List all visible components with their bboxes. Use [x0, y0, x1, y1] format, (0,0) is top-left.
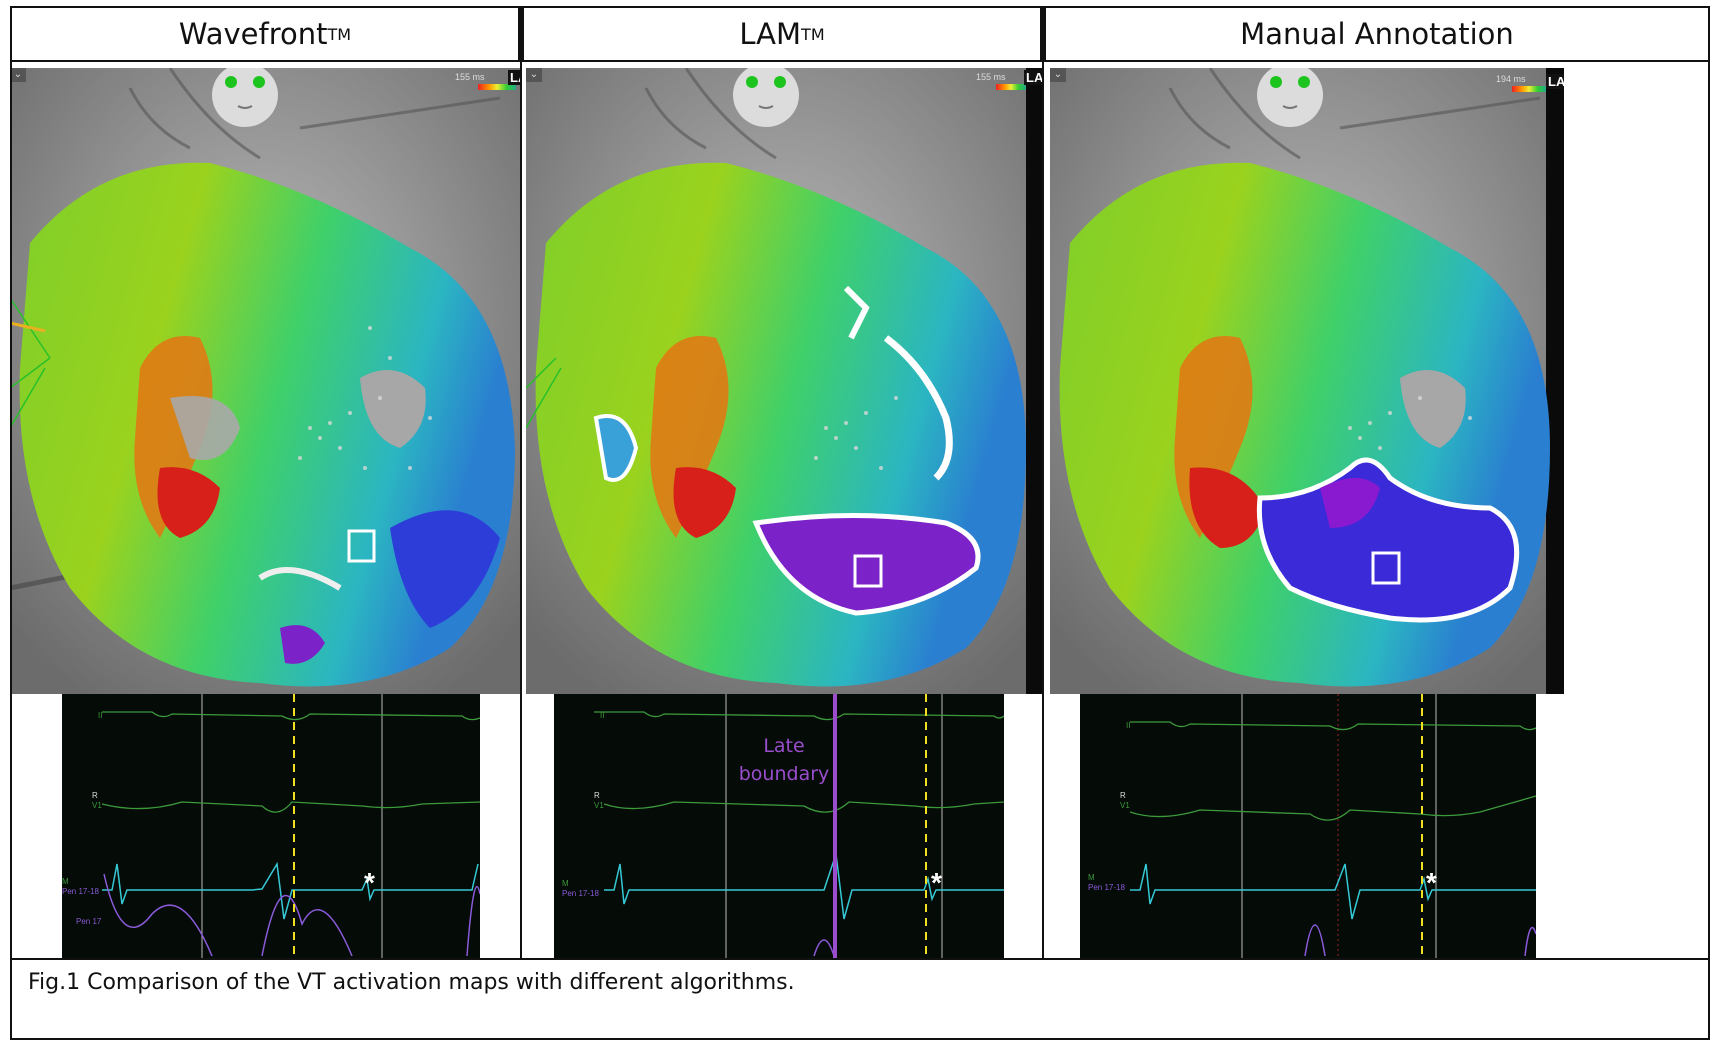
frame-border-right [1708, 6, 1710, 958]
color-scale-bar [478, 84, 516, 90]
la-label: LA [1024, 70, 1042, 85]
asterisk-marker: * [931, 867, 942, 898]
ecg-tracing-wavefront: II R V1 M Pen 17-18 Pen 17 * [62, 694, 480, 958]
panel-title-text: Manual Annotation [1240, 17, 1514, 51]
asterisk-marker: * [364, 867, 375, 898]
lead-m-label: M [1088, 873, 1095, 882]
selection-box [1371, 551, 1401, 585]
caption-box: Fig.1 Comparison of the VT activation ma… [10, 958, 1710, 1040]
asterisk-marker: * [1426, 867, 1437, 898]
pen-label: Pen 17-18 [62, 887, 99, 896]
lead-v1-label: V1 [1120, 801, 1130, 810]
chevron-down-icon[interactable]: ⌄ [1050, 68, 1066, 82]
late-boundary-label: Late boundary [734, 732, 834, 788]
ecg-tracing-manual: II R V1 M Pen 17-18 * [1080, 694, 1536, 958]
la-label: LA [1546, 74, 1564, 89]
chevron-down-icon[interactable]: ⌄ [526, 68, 542, 82]
late-boundary-line2: boundary [738, 763, 830, 785]
lead-ii-label: II [98, 711, 102, 720]
lead-r-label: R [92, 791, 98, 800]
panel-title-text: LAM [739, 17, 802, 51]
lead-m-label: M [62, 877, 69, 886]
panel-title-lam: LAM TM [522, 6, 1042, 62]
scale-ms-label: 194 ms [1496, 74, 1526, 84]
late-boundary-line1: Late [763, 735, 805, 757]
lead-r-label: R [1120, 791, 1126, 800]
lead-v1-label: V1 [594, 801, 604, 810]
ecg-tracing-lam: II R V1 M Pen 17-18 * Late boundary [554, 694, 1004, 958]
panel-title-text: Wavefront [178, 17, 328, 51]
lead-m-label: M [562, 879, 569, 888]
scale-ms-label: 155 ms [455, 72, 485, 82]
divider [520, 6, 522, 958]
trademark: TM [327, 24, 352, 44]
lead-r-label: R [594, 791, 600, 800]
figure: Wavefront TM [10, 6, 1710, 1040]
activation-map-manual: ⌄ 194 ms LA [1050, 68, 1564, 694]
color-scale-bar [996, 84, 1026, 90]
figure-caption: Fig.1 Comparison of the VT activation ma… [28, 970, 795, 995]
lead-v1-label: V1 [92, 801, 102, 810]
selection-box [347, 529, 376, 563]
panel-title-wavefront: Wavefront TM [10, 6, 520, 62]
lead-ii-label: II [1126, 721, 1130, 730]
frame-border-left [10, 6, 12, 958]
activation-map-wavefront: ⌄ 155 ms LA [10, 68, 520, 694]
selection-box [853, 554, 883, 588]
chevron-down-icon[interactable]: ⌄ [10, 68, 26, 82]
trademark: TM [801, 24, 825, 44]
pen-label-2: Pen 17 [76, 917, 102, 926]
activation-map-lam: ⌄ 155 ms LA [526, 68, 1042, 694]
divider [1042, 6, 1044, 958]
pen-label: Pen 17-18 [562, 889, 599, 898]
scale-ms-label: 155 ms [976, 72, 1006, 82]
la-label: LA [508, 70, 520, 85]
color-scale-bar [1512, 86, 1546, 92]
pen-label: Pen 17-18 [1088, 883, 1125, 892]
panel-title-manual-annotation: Manual Annotation [1044, 6, 1710, 62]
lead-ii-label: II [600, 711, 604, 720]
